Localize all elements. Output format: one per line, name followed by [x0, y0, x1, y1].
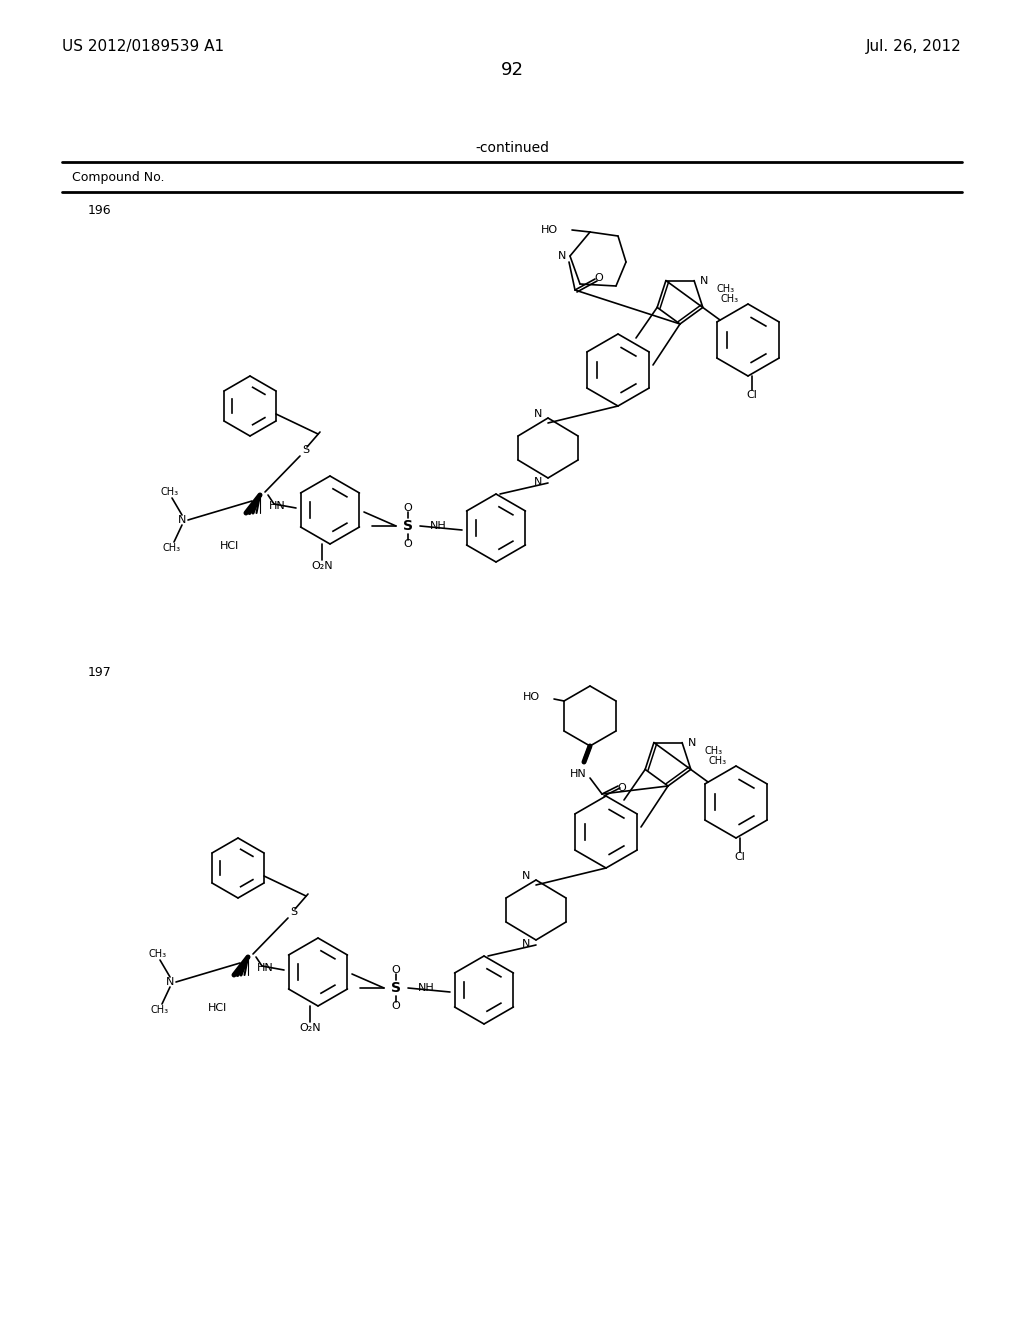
- Text: HO: HO: [541, 224, 558, 235]
- Text: N: N: [178, 515, 186, 525]
- Text: HCl: HCl: [220, 541, 240, 550]
- Text: CH₃: CH₃: [709, 756, 727, 767]
- Text: O₂N: O₂N: [311, 561, 333, 572]
- Text: CH₃: CH₃: [721, 294, 739, 305]
- Text: O: O: [403, 503, 413, 513]
- Text: NH: NH: [418, 983, 435, 993]
- Text: Compound No.: Compound No.: [72, 170, 165, 183]
- Text: 92: 92: [501, 61, 523, 79]
- Text: N: N: [688, 738, 696, 747]
- Text: S: S: [391, 981, 401, 995]
- Text: O: O: [617, 783, 627, 793]
- Text: HO: HO: [523, 692, 540, 702]
- Text: -continued: -continued: [475, 141, 549, 154]
- Text: CH₃: CH₃: [151, 1005, 169, 1015]
- Text: N: N: [522, 939, 530, 949]
- Text: S: S: [291, 907, 298, 917]
- Text: N: N: [534, 409, 542, 418]
- Text: CH₃: CH₃: [148, 949, 167, 960]
- Text: O: O: [391, 1001, 400, 1011]
- Text: Cl: Cl: [734, 851, 745, 862]
- Text: O: O: [391, 965, 400, 975]
- Text: CH₃: CH₃: [705, 746, 722, 755]
- Text: CH₃: CH₃: [716, 284, 734, 293]
- Text: O: O: [403, 539, 413, 549]
- Text: US 2012/0189539 A1: US 2012/0189539 A1: [62, 38, 224, 54]
- Text: 196: 196: [88, 203, 112, 216]
- Text: S: S: [302, 445, 309, 455]
- Text: NH: NH: [430, 521, 446, 531]
- Text: HN: HN: [269, 502, 286, 511]
- Text: CH₃: CH₃: [163, 543, 181, 553]
- Text: S: S: [403, 519, 413, 533]
- Text: Cl: Cl: [746, 389, 758, 400]
- Text: N: N: [558, 251, 566, 261]
- Text: Jul. 26, 2012: Jul. 26, 2012: [866, 38, 962, 54]
- Text: HN: HN: [257, 964, 274, 973]
- Text: N: N: [166, 977, 174, 987]
- Text: HN: HN: [569, 770, 587, 779]
- Text: O₂N: O₂N: [299, 1023, 321, 1034]
- Text: N: N: [534, 477, 542, 487]
- Text: HCl: HCl: [208, 1003, 227, 1012]
- Text: CH₃: CH₃: [161, 487, 179, 498]
- Text: O: O: [595, 273, 603, 282]
- Text: 197: 197: [88, 665, 112, 678]
- Text: N: N: [700, 276, 709, 285]
- Text: N: N: [522, 871, 530, 880]
